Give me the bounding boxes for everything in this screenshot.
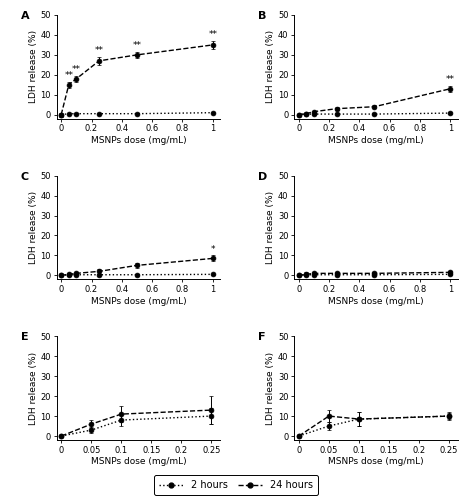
Legend: 2 hours, 24 hours: 2 hours, 24 hours [154,476,318,495]
Text: *: * [211,245,215,254]
X-axis label: MSNPs dose (mg/mL): MSNPs dose (mg/mL) [91,296,186,306]
X-axis label: MSNPs dose (mg/mL): MSNPs dose (mg/mL) [328,136,424,145]
Text: F: F [258,332,266,342]
Y-axis label: LDH release (%): LDH release (%) [266,30,275,104]
Text: E: E [21,332,28,342]
Text: C: C [21,172,29,181]
Text: **: ** [208,30,217,40]
Text: B: B [258,11,266,21]
Text: **: ** [94,46,103,56]
Y-axis label: LDH release (%): LDH release (%) [29,352,38,424]
Y-axis label: LDH release (%): LDH release (%) [29,191,38,264]
Text: **: ** [64,71,73,80]
Y-axis label: LDH release (%): LDH release (%) [266,191,275,264]
Y-axis label: LDH release (%): LDH release (%) [29,30,38,104]
X-axis label: MSNPs dose (mg/mL): MSNPs dose (mg/mL) [328,458,424,466]
Text: **: ** [133,42,142,50]
X-axis label: MSNPs dose (mg/mL): MSNPs dose (mg/mL) [328,296,424,306]
X-axis label: MSNPs dose (mg/mL): MSNPs dose (mg/mL) [91,136,186,145]
Text: D: D [258,172,267,181]
Text: **: ** [446,75,455,84]
Text: A: A [21,11,29,21]
Text: **: ** [72,65,81,74]
Y-axis label: LDH release (%): LDH release (%) [266,352,275,424]
X-axis label: MSNPs dose (mg/mL): MSNPs dose (mg/mL) [91,458,186,466]
